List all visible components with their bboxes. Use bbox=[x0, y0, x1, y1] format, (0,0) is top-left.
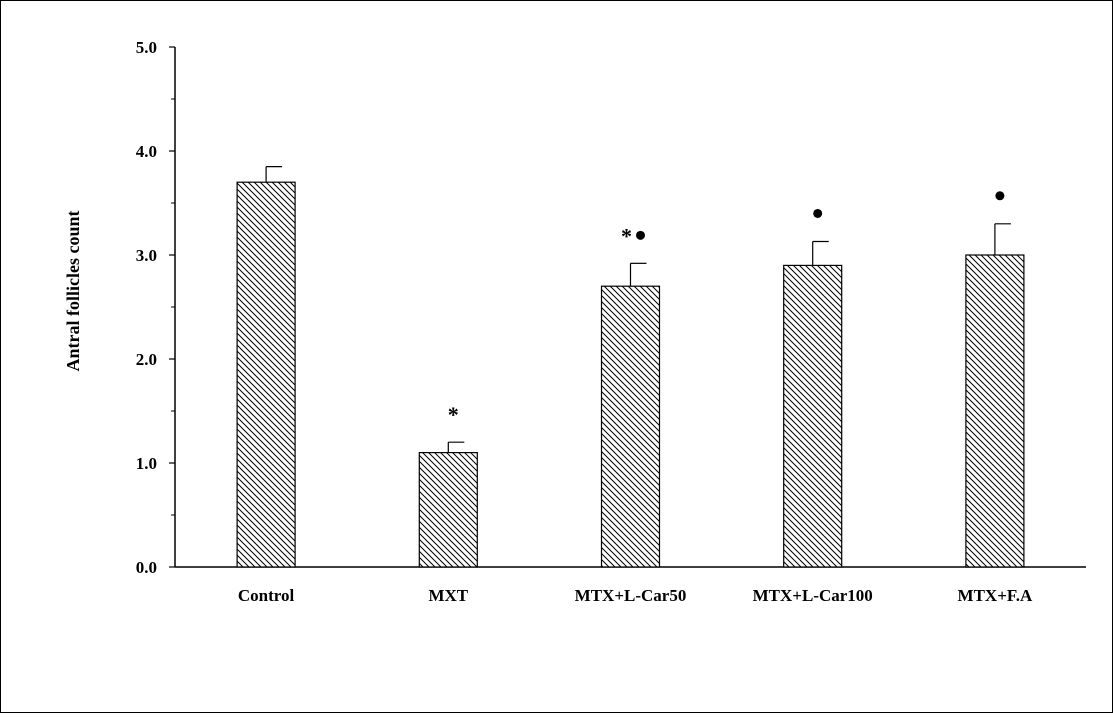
bar bbox=[965, 254, 1025, 568]
significance-dot bbox=[636, 230, 645, 240]
y-tick-label: 4.0 bbox=[136, 142, 157, 161]
significance-dot bbox=[813, 208, 823, 218]
bar bbox=[418, 452, 478, 568]
error-bars bbox=[265, 166, 1011, 453]
y-tick-label: 5.0 bbox=[136, 38, 157, 57]
x-tick-label: Control bbox=[238, 586, 295, 605]
x-tick-label: MTX+L-Car50 bbox=[575, 586, 687, 605]
x-tick-label: MTX+F.A bbox=[958, 586, 1033, 605]
y-tick-label: 3.0 bbox=[136, 246, 157, 265]
x-tick-label: MXT bbox=[428, 586, 468, 605]
bar bbox=[600, 285, 661, 568]
bar bbox=[783, 264, 843, 568]
significance-dot bbox=[995, 191, 1005, 201]
x-axis: Control MXT MTX+L-Car50 MTX+L-Car100 MTX+F.A bbox=[175, 566, 1086, 605]
y-tick-label: 0.0 bbox=[136, 558, 157, 577]
y-tick-label: 1.0 bbox=[136, 454, 157, 473]
bar bbox=[236, 181, 296, 568]
y-tick-label: 2.0 bbox=[136, 350, 157, 369]
significance-star: * bbox=[621, 223, 632, 248]
x-tick-label: MTX+L-Car100 bbox=[753, 586, 873, 605]
y-axis: 0.0 1.0 2.0 3.0 4.0 5.0 bbox=[136, 38, 176, 577]
bars bbox=[236, 181, 1025, 568]
y-axis-label: Antral follicles count bbox=[63, 211, 83, 372]
significance-star: * bbox=[448, 402, 459, 427]
significance-markers: ** bbox=[448, 191, 1005, 427]
